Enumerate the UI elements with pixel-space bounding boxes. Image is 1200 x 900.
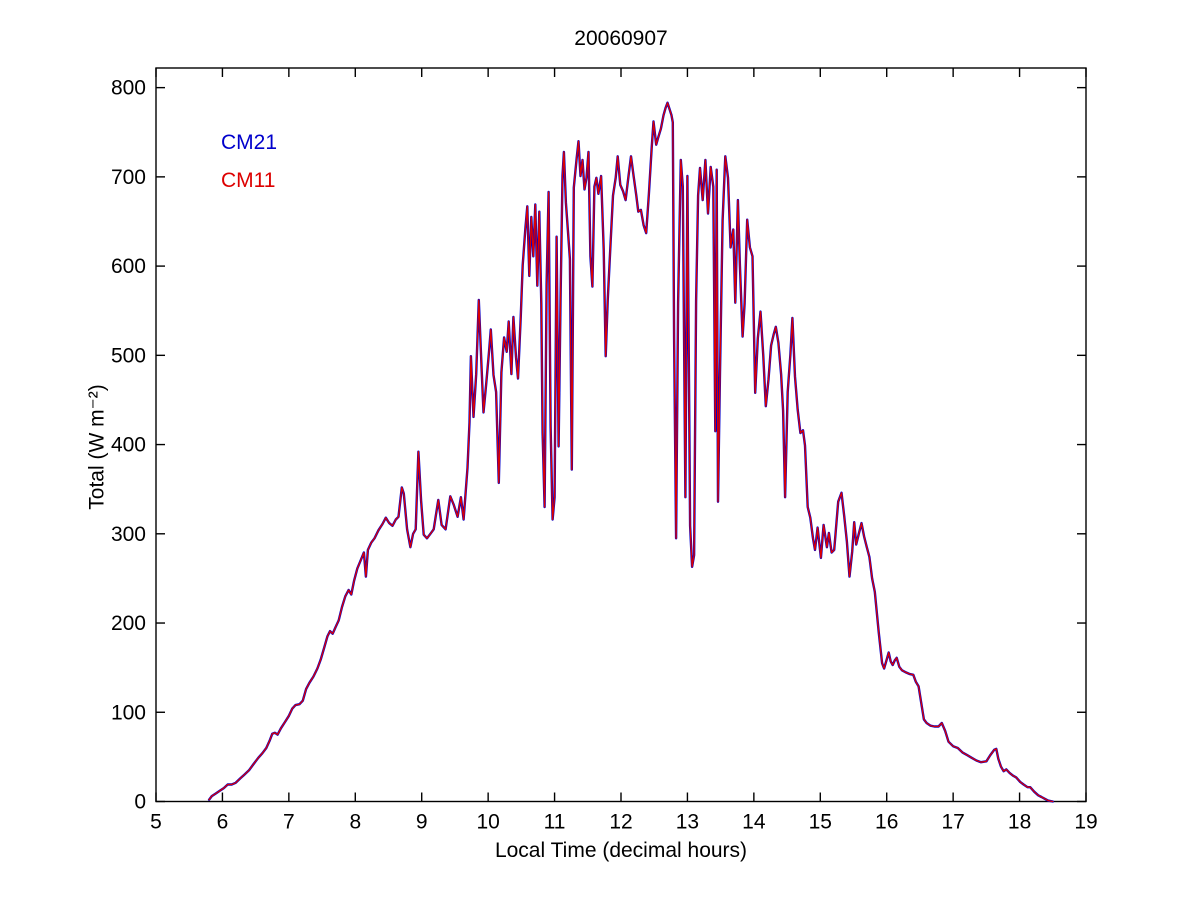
series-line-cm11	[208, 102, 1054, 803]
y-tick-label: 500	[111, 344, 146, 367]
x-tick-label: 11	[544, 811, 566, 834]
legend-entry-cm21: CM21	[221, 131, 278, 154]
x-tick-label: 15	[809, 811, 832, 834]
x-tick-label: 5	[150, 811, 162, 834]
legend: CM21 CM11	[221, 124, 277, 200]
x-tick-label: 12	[609, 811, 632, 834]
y-tick-label: 0	[134, 791, 146, 814]
x-tick-label: 10	[476, 811, 499, 834]
y-tick-label: 600	[111, 255, 146, 278]
x-tick-label: 7	[283, 811, 295, 834]
y-tick-label: 200	[111, 612, 146, 635]
series-line-cm21	[207, 101, 1055, 803]
x-tick-label: 13	[676, 811, 699, 834]
x-tick-label: 19	[1074, 811, 1097, 834]
plot-frame	[155, 67, 1087, 803]
x-tick-label: 6	[217, 811, 229, 834]
chart-title: 20060907	[574, 27, 668, 50]
y-tick-label: 700	[111, 166, 146, 189]
legend-entry-cm11: CM11	[221, 169, 276, 192]
y-tick-label: 400	[111, 434, 146, 457]
y-tick-label: 300	[111, 523, 146, 546]
x-tick-label: 8	[349, 811, 361, 834]
y-tick-label: 100	[111, 701, 146, 724]
x-tick-label: 16	[875, 811, 898, 834]
x-tick-label: 18	[1008, 811, 1031, 834]
x-tick-label: 17	[941, 811, 964, 834]
y-axis-label: Total (W m⁻²)	[85, 384, 109, 510]
x-tick-label: 14	[742, 811, 766, 834]
x-axis-label: Local Time (decimal hours)	[494, 839, 748, 862]
y-tick-label: 800	[111, 77, 146, 100]
x-tick-label: 9	[416, 811, 428, 834]
